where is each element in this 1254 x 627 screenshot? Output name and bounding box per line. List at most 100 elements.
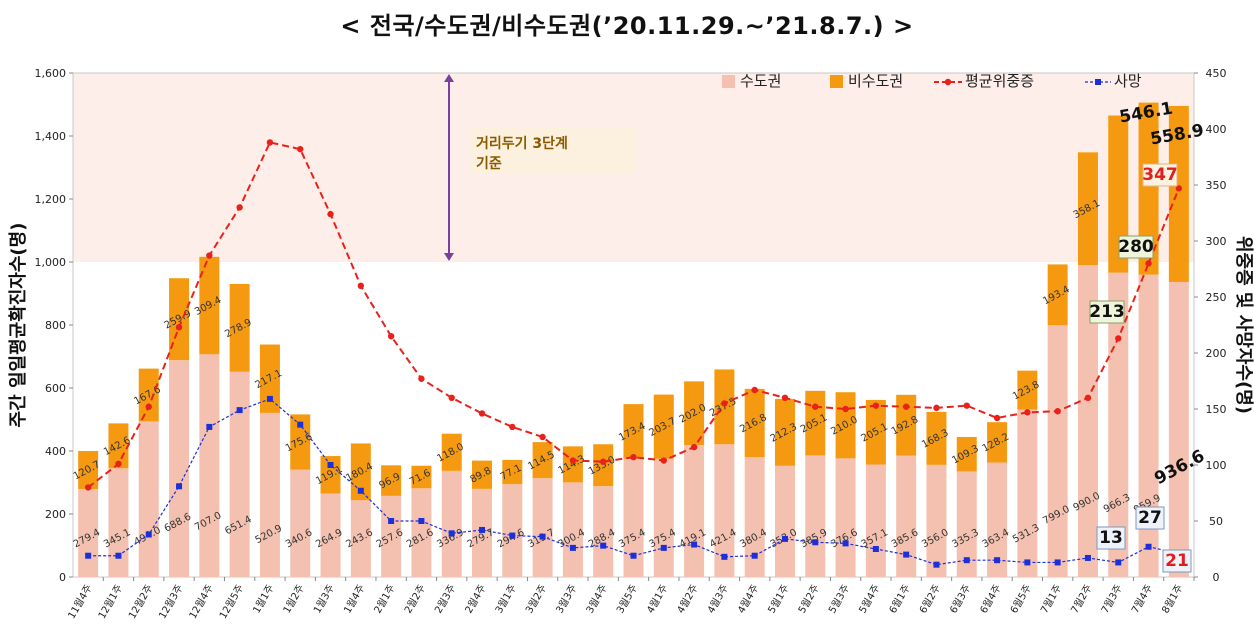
death-point xyxy=(448,530,455,537)
bar-nonmetro xyxy=(290,414,311,470)
legend-label-severe: 평균위중증 xyxy=(965,72,1034,90)
bar-nonmetro xyxy=(1108,115,1129,273)
y-right-tick-label: 250 xyxy=(1206,291,1227,304)
highlight-death-7w3-box xyxy=(1096,526,1126,550)
bar-nonmetro xyxy=(896,394,917,456)
bar-metro xyxy=(1047,325,1068,577)
severe-point xyxy=(690,443,698,451)
x-tick-label: 5월3주 xyxy=(826,583,852,616)
death-point xyxy=(872,546,879,552)
annotation-arrow-head-down xyxy=(444,253,454,261)
x-tick-label: 12월1주 xyxy=(96,583,125,621)
y-right-tick-label: 350 xyxy=(1206,179,1227,192)
death-point xyxy=(569,544,576,551)
bar-nonmetro xyxy=(744,388,765,458)
x-tick-label: 5월2주 xyxy=(796,583,822,616)
y-right-tick-label: 0 xyxy=(1213,571,1220,584)
x-tick-label: 6월5주 xyxy=(1008,583,1034,616)
death-point xyxy=(781,535,788,542)
death-point xyxy=(1115,559,1122,566)
x-tick-label: 7월1주 xyxy=(1038,583,1064,616)
bar-nonmetro xyxy=(774,398,795,466)
bar-nonmetro xyxy=(926,411,947,465)
severe-point xyxy=(721,400,728,407)
bar-metro xyxy=(138,421,159,577)
bar-metro xyxy=(896,455,917,577)
bar-nonmetro xyxy=(865,399,886,465)
death-point xyxy=(1084,554,1091,561)
severe-point xyxy=(963,402,970,409)
death-point xyxy=(388,518,395,524)
y-left-tick-label: 400 xyxy=(45,445,66,458)
death-point xyxy=(509,532,516,539)
bar-nonmetro xyxy=(593,444,614,487)
severe-point xyxy=(1145,260,1152,267)
x-tick-label: 1월1주 xyxy=(251,583,277,616)
severe-point xyxy=(812,403,819,410)
bar-metro xyxy=(987,462,1008,577)
y-left-tick-label: 1,200 xyxy=(35,193,67,206)
bar-nonmetro xyxy=(472,460,493,489)
severe-point xyxy=(387,333,395,340)
severe-point xyxy=(751,386,758,394)
bar-nonmetro xyxy=(1138,102,1159,275)
bar-metro xyxy=(381,495,402,577)
x-tick-label: 2월3주 xyxy=(432,583,458,616)
bar-metro xyxy=(502,484,523,577)
x-tick-label: 2월4주 xyxy=(463,583,489,616)
line-series-layer xyxy=(84,139,1183,568)
severe-point xyxy=(206,252,213,259)
bar-metro xyxy=(744,457,765,577)
severe-point xyxy=(145,403,152,410)
highlight-severe-7w3: 213 xyxy=(1089,302,1125,322)
y-left-axis-title: 주간 일일평균확진자수(명) xyxy=(8,223,29,428)
severe-point xyxy=(509,423,516,431)
bar-metro xyxy=(108,468,129,577)
y-left-tick-label: 200 xyxy=(45,508,66,521)
death-point xyxy=(85,552,92,559)
legend-label-nonmetro: 비수도권 xyxy=(848,72,903,90)
death-point xyxy=(721,553,728,560)
x-tick-label: 1월4주 xyxy=(341,583,367,616)
x-tick-label: 11월4주 xyxy=(66,583,95,621)
bar-nonmetro xyxy=(78,450,99,489)
x-tick-label: 4월1주 xyxy=(644,583,670,616)
x-tick-label: 6월3주 xyxy=(947,583,973,616)
severe-point xyxy=(1175,185,1183,192)
y-right-tick-label: 100 xyxy=(1206,459,1227,472)
x-tick-label: 12월2주 xyxy=(126,583,155,621)
bar-nonmetro xyxy=(320,456,341,494)
bar-metro xyxy=(169,360,190,577)
highlight-severe-8w1: 347 xyxy=(1142,165,1178,185)
legend-swatch-nonmetro xyxy=(830,75,843,88)
death-point xyxy=(539,533,546,540)
bar-metro xyxy=(1077,265,1098,577)
bar-metro xyxy=(562,482,583,577)
bar-nonmetro xyxy=(138,368,159,422)
death-point xyxy=(115,552,122,559)
bar-metro xyxy=(835,458,856,577)
x-tick-label: 7월2주 xyxy=(1069,583,1095,616)
death-point xyxy=(479,526,486,533)
bar-metro xyxy=(259,412,280,577)
y-left-tick-label: 600 xyxy=(45,382,66,395)
bar-nonmetro xyxy=(259,344,280,413)
bar-nonmetro xyxy=(169,278,190,361)
severe-point xyxy=(84,484,92,491)
death-point xyxy=(963,557,970,564)
highlight-death-8w1-box xyxy=(1162,549,1192,573)
x-tick-label: 7월3주 xyxy=(1099,583,1125,616)
death-point xyxy=(630,552,637,559)
death-point xyxy=(297,421,304,428)
bar-metro xyxy=(774,465,795,577)
bar-nonmetro xyxy=(381,465,402,496)
death-point xyxy=(176,483,183,490)
y-left-tick-label: 0 xyxy=(59,571,66,584)
x-tick-label: 3월5주 xyxy=(614,583,640,616)
bar-metro xyxy=(199,354,220,577)
death-point xyxy=(266,395,273,402)
x-tick-label: 1월3주 xyxy=(311,583,337,616)
x-tick-label: 7월4주 xyxy=(1129,583,1155,616)
death-point xyxy=(145,531,152,538)
